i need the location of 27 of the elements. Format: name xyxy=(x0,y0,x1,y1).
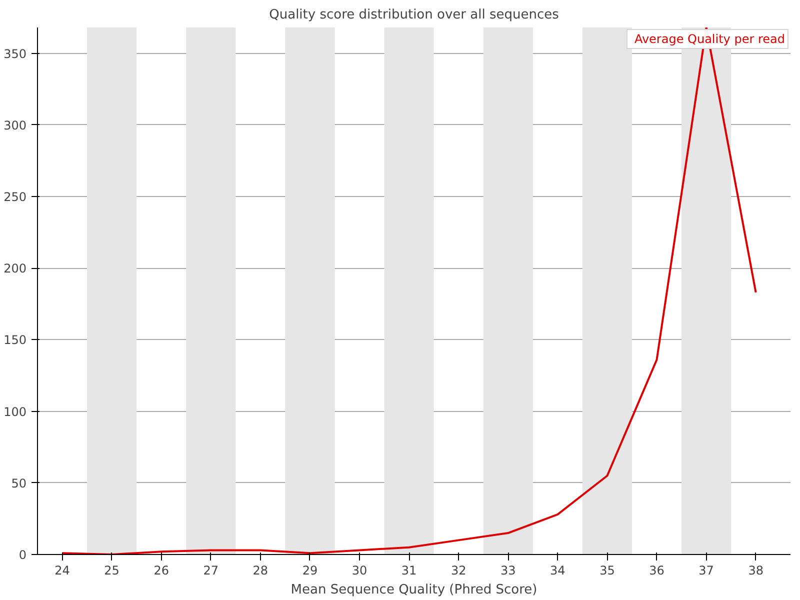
y-tick-label: 300 xyxy=(4,118,26,132)
y-tick-label: 350 xyxy=(4,46,26,61)
x-tick-label: 25 xyxy=(104,564,120,578)
x-axis-title: Mean Sequence Quality (Phred Score) xyxy=(290,582,538,598)
x-tick-label: 27 xyxy=(203,564,219,578)
x-tick-label: 28 xyxy=(252,564,268,578)
x-tick-label: 32 xyxy=(450,564,466,578)
x-tick-label: 33 xyxy=(500,564,516,578)
y-tick-label: 100 xyxy=(4,404,26,419)
x-tick-label: 29 xyxy=(302,564,318,578)
x-tick-label: 30 xyxy=(352,564,368,578)
y-tick-label: 200 xyxy=(4,262,26,276)
x-tick-label: 24 xyxy=(54,564,70,578)
chart-title: Quality score distribution over all sequences xyxy=(269,8,560,22)
y-tick-label: 250 xyxy=(4,190,26,204)
x-tick-label: 38 xyxy=(748,564,764,578)
x-tick-label: 35 xyxy=(600,564,615,578)
x-tick-label: 36 xyxy=(649,564,664,578)
x-tick-label: 31 xyxy=(401,564,417,578)
line-series xyxy=(61,28,757,554)
y-tick-label: 150 xyxy=(4,333,26,348)
x-tick-label: 26 xyxy=(154,564,169,578)
y-tick-label: 50 xyxy=(11,476,27,490)
series-label: Average Quality per read xyxy=(634,32,785,46)
y-tick-label: 0 xyxy=(18,548,27,562)
x-tick-label: 34 xyxy=(550,564,566,578)
x-tick-label: 37 xyxy=(698,564,714,578)
